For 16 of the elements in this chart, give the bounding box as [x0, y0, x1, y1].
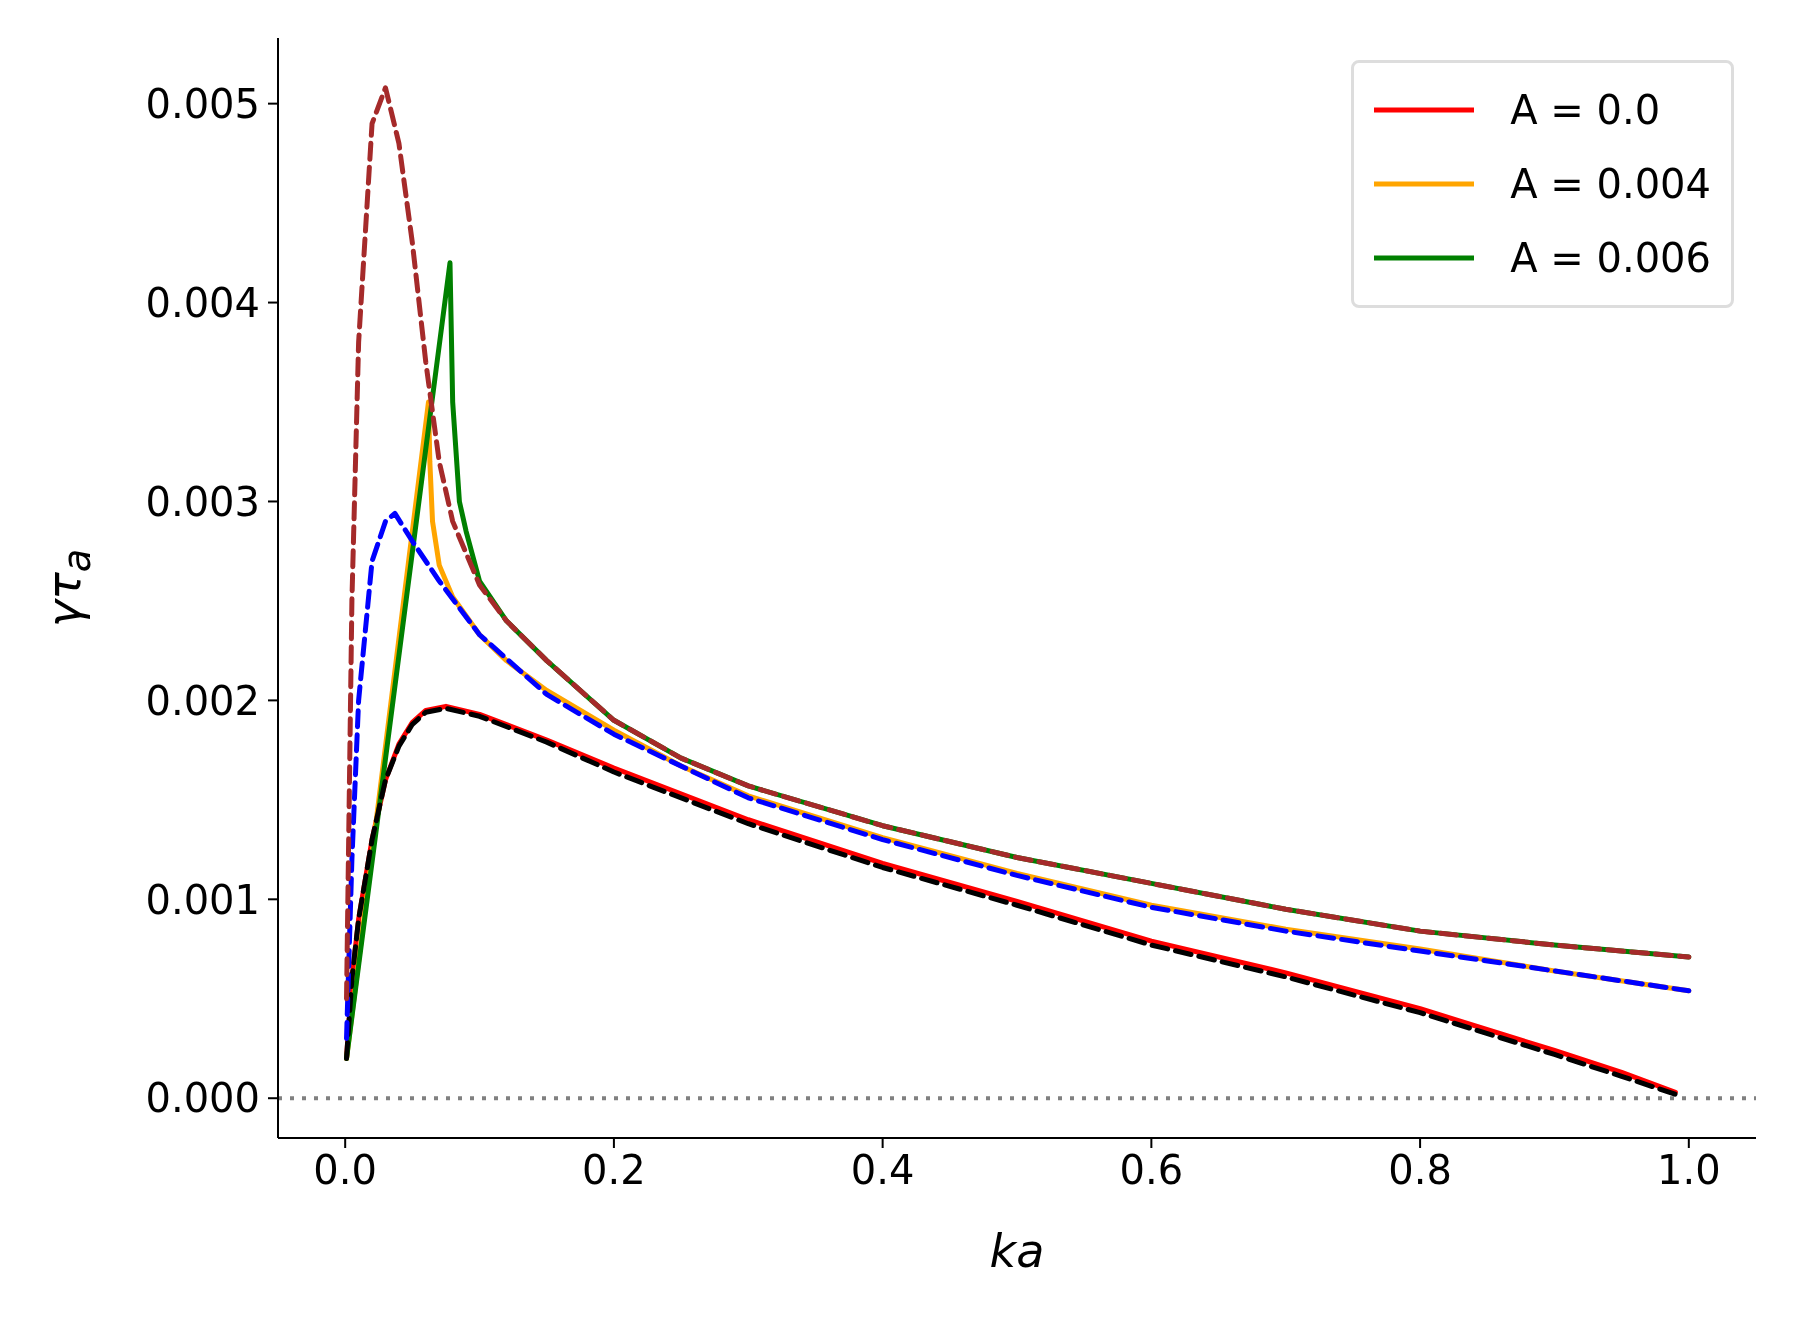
x-axis-title: ka: [988, 1224, 1046, 1278]
x-tick-label: 0.8: [1388, 1147, 1452, 1194]
y-tick-label: 0.003: [145, 478, 260, 525]
x-tick-label: 0.2: [582, 1147, 646, 1194]
legend-label: A = 0.006: [1510, 235, 1711, 281]
x-tick-label: 0.6: [1119, 1147, 1184, 1194]
y-tick-label: 0.004: [145, 279, 260, 326]
x-tick-label: 0.0: [313, 1147, 377, 1194]
x-tick-label: 0.4: [850, 1147, 915, 1194]
legend-label: A = 0.0: [1510, 87, 1661, 133]
legend-label: A = 0.004: [1510, 161, 1711, 207]
y-tick-label: 0.002: [145, 677, 260, 724]
x-tick-label: 1.0: [1657, 1147, 1721, 1194]
y-tick-label: 0.001: [145, 876, 260, 923]
y-tick-label: 0.005: [145, 80, 260, 127]
y-tick-label: 0.000: [145, 1075, 260, 1122]
